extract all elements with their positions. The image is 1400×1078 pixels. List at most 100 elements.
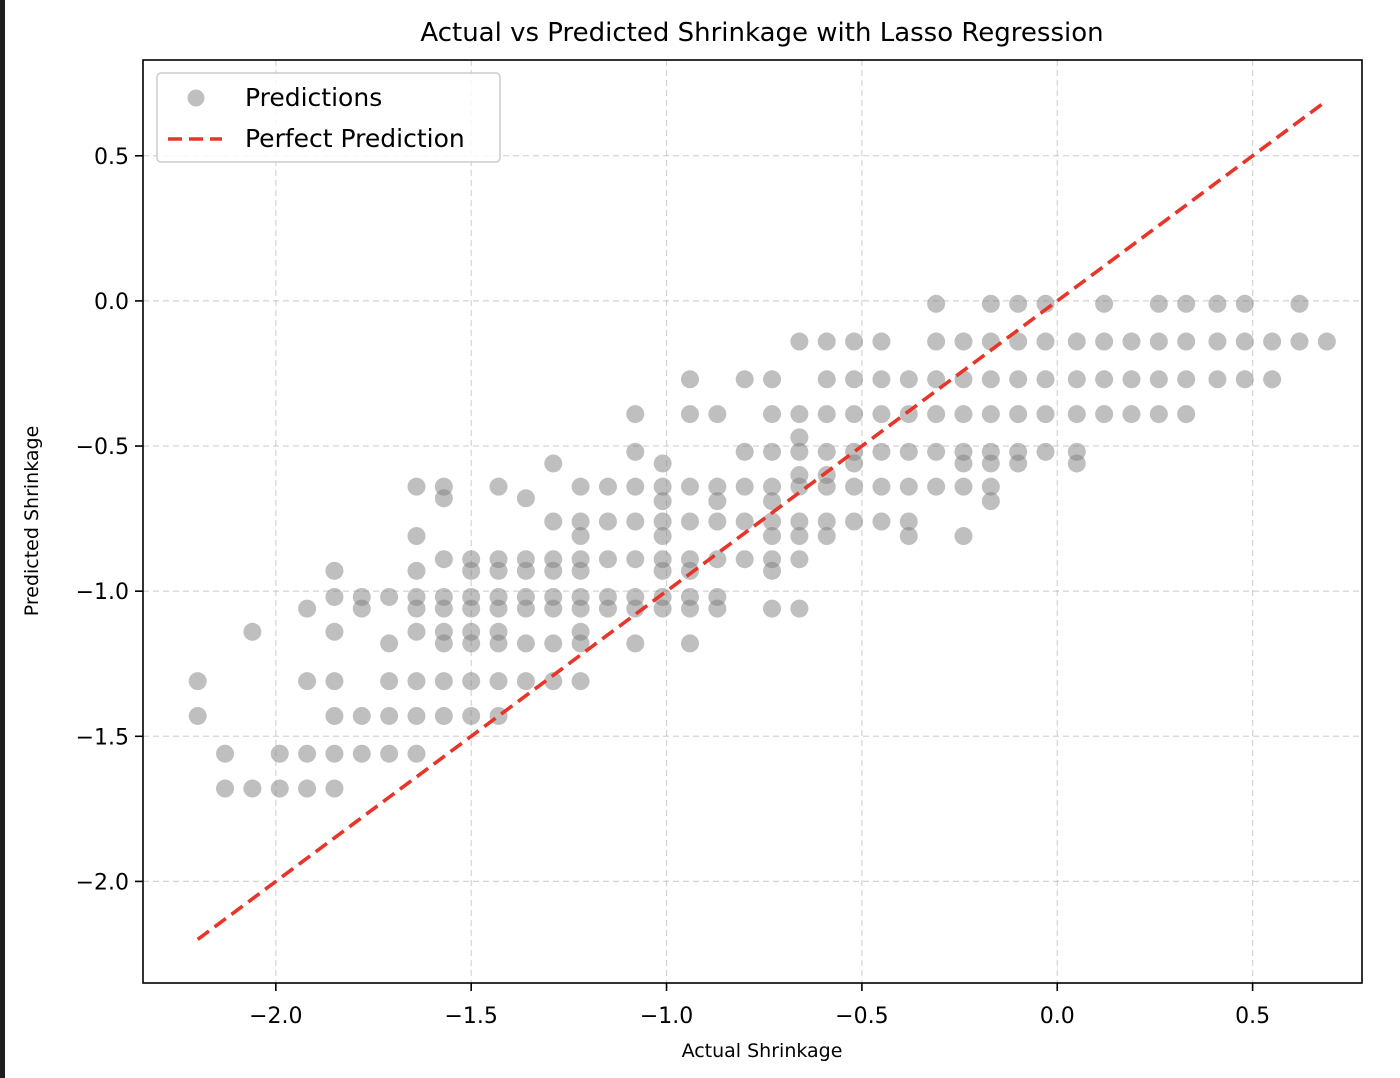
prediction-point [1095, 370, 1114, 389]
prediction-point [1208, 294, 1227, 313]
prediction-point [735, 370, 754, 389]
prediction-point [325, 706, 344, 725]
prediction-point [735, 442, 754, 461]
prediction-point [1177, 294, 1196, 313]
prediction-point [270, 779, 289, 798]
prediction-point [188, 706, 207, 725]
prediction-point [1235, 294, 1254, 313]
prediction-point [763, 599, 782, 618]
prediction-point [1235, 370, 1254, 389]
prediction-point [598, 512, 617, 531]
prediction-point [598, 599, 617, 618]
prediction-point [653, 527, 672, 546]
prediction-point [626, 405, 645, 424]
prediction-point [1067, 332, 1086, 351]
prediction-point [790, 527, 809, 546]
prediction-point [1036, 442, 1055, 461]
prediction-point [845, 370, 864, 389]
prediction-point [1095, 294, 1114, 313]
prediction-point [927, 442, 946, 461]
prediction-point [544, 550, 563, 569]
prediction-point [735, 550, 754, 569]
prediction-point [845, 477, 864, 496]
prediction-point [1009, 442, 1028, 461]
window-edge [0, 0, 5, 1078]
prediction-point [626, 512, 645, 531]
prediction-point [462, 672, 481, 691]
legend-label-predictions: Predictions [245, 83, 382, 112]
prediction-point [380, 744, 399, 763]
prediction-point [708, 405, 727, 424]
prediction-point [1263, 370, 1282, 389]
prediction-point [1067, 405, 1086, 424]
prediction-point [954, 332, 973, 351]
prediction-point [380, 634, 399, 653]
prediction-point [243, 779, 262, 798]
prediction-point [516, 489, 535, 508]
prediction-point [845, 332, 864, 351]
prediction-point [325, 622, 344, 641]
prediction-point [1067, 370, 1086, 389]
prediction-point [380, 672, 399, 691]
prediction-point [845, 405, 864, 424]
prediction-point [1317, 332, 1336, 351]
prediction-point [489, 622, 508, 641]
prediction-point [489, 672, 508, 691]
prediction-point [1036, 405, 1055, 424]
legend: Predictions Perfect Prediction [156, 72, 501, 163]
prediction-point [680, 405, 699, 424]
prediction-point [325, 672, 344, 691]
prediction-point [434, 550, 453, 569]
prediction-point [544, 634, 563, 653]
prediction-point [1122, 332, 1141, 351]
prediction-point [817, 405, 836, 424]
prediction-point [1122, 370, 1141, 389]
prediction-point [516, 550, 535, 569]
prediction-point [954, 477, 973, 496]
prediction-point [680, 477, 699, 496]
y-tick-label: −0.5 [76, 435, 129, 460]
prediction-point [462, 622, 481, 641]
prediction-point [462, 599, 481, 618]
chart-title: Actual vs Predicted Shrinkage with Lasso… [420, 18, 1103, 48]
prediction-point [1009, 370, 1028, 389]
prediction-point [434, 489, 453, 508]
prediction-point [352, 599, 371, 618]
prediction-point [1235, 332, 1254, 351]
prediction-point [407, 744, 426, 763]
prediction-point [298, 744, 317, 763]
perfect-prediction-line [196, 99, 1328, 941]
y-tick-label: −2.0 [76, 870, 129, 895]
y-tick-label: 0.5 [94, 145, 129, 170]
prediction-point [735, 512, 754, 531]
prediction-point [1177, 370, 1196, 389]
prediction-point [817, 442, 836, 461]
prediction-point [653, 599, 672, 618]
prediction-point [1149, 370, 1168, 389]
prediction-point [653, 492, 672, 511]
prediction-point [1149, 294, 1168, 313]
prediction-point [1177, 332, 1196, 351]
prediction-point [1290, 294, 1309, 313]
prediction-point [1149, 332, 1168, 351]
prediction-point [680, 370, 699, 389]
prediction-point [954, 527, 973, 546]
prediction-point [434, 672, 453, 691]
prediction-point [845, 512, 864, 531]
prediction-point [981, 370, 1000, 389]
prediction-point [407, 561, 426, 580]
x-tick-label: −1.0 [640, 1004, 693, 1029]
prediction-point [1036, 332, 1055, 351]
prediction-point [872, 405, 891, 424]
prediction-point [1208, 332, 1227, 351]
legend-marker-predictions [187, 89, 205, 107]
prediction-point [763, 405, 782, 424]
prediction-point [598, 477, 617, 496]
prediction-point [763, 550, 782, 569]
prediction-point [1036, 370, 1055, 389]
prediction-point [516, 599, 535, 618]
prediction-point [489, 599, 508, 618]
x-tick-label: −2.0 [249, 1004, 302, 1029]
prediction-point [872, 332, 891, 351]
